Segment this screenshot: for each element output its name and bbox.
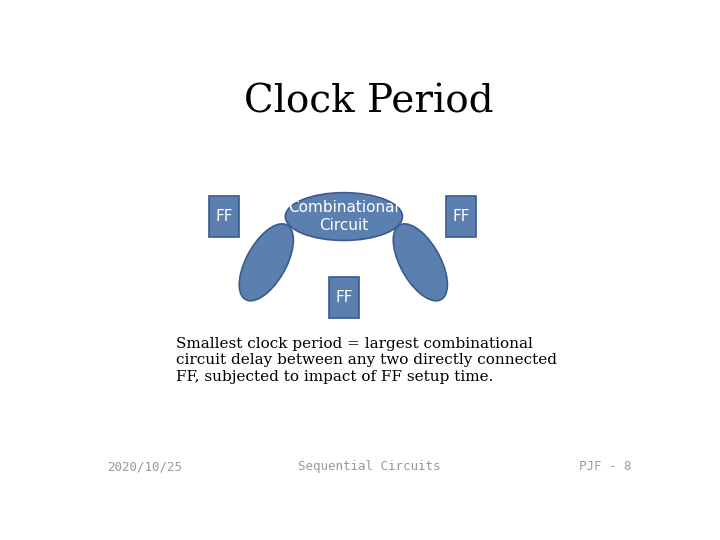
FancyBboxPatch shape <box>209 196 239 238</box>
Text: FF: FF <box>215 209 233 224</box>
Text: 2020/10/25: 2020/10/25 <box>107 460 181 473</box>
Text: Combinational
Circuit: Combinational Circuit <box>289 200 400 233</box>
FancyBboxPatch shape <box>446 196 477 238</box>
Text: Sequential Circuits: Sequential Circuits <box>298 460 440 473</box>
Text: Smallest clock period = largest combinational
circuit delay between any two dire: Smallest clock period = largest combinat… <box>176 337 557 383</box>
Text: FF: FF <box>452 209 470 224</box>
Ellipse shape <box>393 224 447 301</box>
Ellipse shape <box>285 193 402 240</box>
FancyBboxPatch shape <box>328 277 359 319</box>
Ellipse shape <box>239 224 293 301</box>
Text: FF: FF <box>335 290 353 305</box>
Text: PJF - 8: PJF - 8 <box>579 460 631 473</box>
Text: Clock Period: Clock Period <box>244 84 494 120</box>
